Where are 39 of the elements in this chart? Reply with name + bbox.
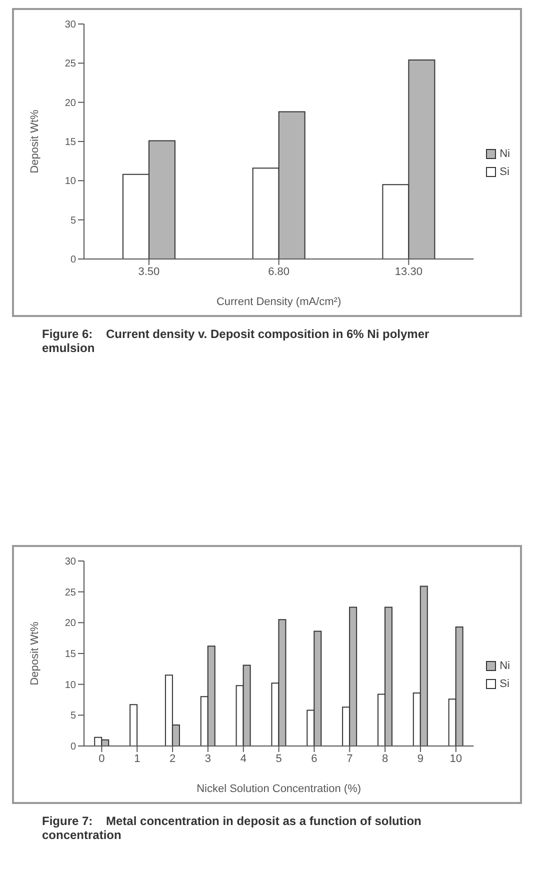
y-tick-label: 10: [64, 680, 76, 691]
x-tick-label: 6: [311, 752, 318, 765]
text: Figure 6: Current density v. Deposit composition in 6% Ni polymer emulsion: [42, 327, 430, 355]
text: Figure 7: Metal concentration in deposit as a function of solution concentration: [42, 814, 422, 842]
x-tick-label: 7: [346, 752, 353, 765]
x-tick-label: 0: [98, 752, 105, 765]
x-axis-title: Nickel Solution Concentration (%): [196, 783, 362, 795]
y-tick-label: 10: [64, 176, 76, 188]
y-tick-label: 15: [64, 649, 76, 660]
x-tick-label: 13.30: [394, 266, 422, 278]
y-tick-label: 25: [64, 587, 76, 598]
x-axis-title: Current Density (mA/cm²): [216, 296, 342, 308]
legend-label: Si: [500, 166, 510, 178]
x-tick-label: 4: [240, 752, 246, 765]
x-tick-label: 9: [417, 752, 424, 765]
y-axis-title: Deposit Wt%: [28, 622, 41, 686]
y-tick-label: 0: [70, 742, 76, 753]
y-tick-label: 5: [70, 710, 76, 722]
bar: [130, 704, 138, 746]
y-tick-label: 20: [64, 618, 76, 630]
legend-label: Ni: [500, 148, 510, 160]
x-tick-label: 5: [276, 752, 282, 765]
legend-label: Si: [500, 678, 510, 690]
x-tick-label: 6.80: [268, 266, 290, 278]
x-tick-label: 1: [134, 752, 140, 765]
y-tick-label: 15: [64, 137, 76, 148]
legend-label: Ni: [500, 660, 510, 672]
y-tick-label: 20: [64, 98, 76, 109]
x-tick-label: 8: [382, 752, 388, 765]
y-tick-label: 25: [64, 58, 76, 70]
y-tick-label: 30: [64, 20, 76, 31]
x-tick-label: 3: [204, 752, 212, 765]
x-tick-label: 2: [169, 752, 176, 765]
y-tick-label: 30: [64, 556, 76, 568]
y-tick-label: 5: [70, 215, 76, 226]
y-tick-label: 0: [70, 254, 76, 266]
x-tick-label: 10: [450, 752, 462, 765]
x-tick-label: 3.50: [138, 266, 160, 278]
y-axis-title: Deposit Wt%: [28, 110, 41, 174]
